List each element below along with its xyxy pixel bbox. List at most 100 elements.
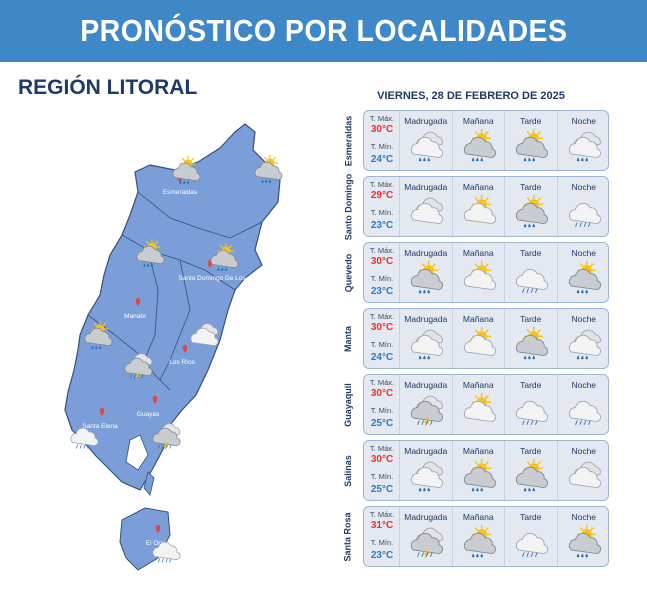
- partly-cloudy-rain-icon: [210, 242, 239, 271]
- period-label: Tarde: [520, 512, 542, 522]
- thunderstorm-icon: [410, 395, 443, 428]
- forecast-box: T. Máx. 30°C T. Mín. 25°C Madrugada Mañana Tar…: [363, 374, 609, 435]
- map-city-label: Manabí: [124, 313, 146, 320]
- partly-cloudy-rain-icon: [515, 194, 548, 228]
- forecast-box: T. Máx. 30°C T. Mín. 24°C Madrugada Mañana Tar…: [363, 110, 609, 171]
- period-column: Madrugada: [400, 507, 453, 566]
- location-name-box: Esmeraldas: [333, 110, 363, 171]
- thunderstorm-icon: [152, 423, 181, 451]
- tmax-value: 30°C: [370, 256, 394, 267]
- location-name: Quevedo: [343, 253, 354, 292]
- period-label: Mañana: [462, 380, 494, 390]
- cloud-rain-icon: [568, 400, 601, 425]
- period-label: Madrugada: [404, 248, 448, 258]
- period-column: Mañana: [453, 375, 505, 434]
- location-card: Santa Rosa T. Máx. 31°C T. Mín. 23°C Madrugad…: [333, 506, 609, 567]
- tmin-value: 25°C: [370, 418, 394, 429]
- map-pin-icon: [155, 525, 161, 533]
- tmin-label: T. Mín.: [370, 208, 394, 217]
- period-label: Noche: [571, 446, 597, 456]
- location-name: Santa Rosa: [343, 511, 353, 562]
- period-column: Tarde: [505, 441, 558, 500]
- cloudy-icon: [190, 323, 219, 346]
- tmin-value: 25°C: [370, 484, 394, 495]
- cloud-rain-icon: [515, 532, 548, 557]
- period-column: Mañana: [453, 441, 505, 500]
- cloudy-rain-icon: [568, 329, 601, 360]
- period-label: Mañana: [462, 446, 494, 456]
- period-column: Madrugada: [400, 309, 453, 368]
- tmax-label: T. Máx.: [369, 312, 395, 321]
- partly-cloudy-rain-icon: [463, 128, 496, 162]
- period-label: Madrugada: [404, 116, 448, 126]
- period-column: Noche: [558, 375, 611, 434]
- period-column: Tarde: [505, 375, 558, 434]
- partly-cloudy-rain-icon: [410, 260, 443, 294]
- map-pin-icon: [152, 396, 158, 404]
- cloudy-icon: [568, 461, 601, 488]
- period-label: Mañana: [462, 182, 494, 192]
- location-card: Manta T. Máx. 30°C T. Mín. 24°C Madrugada Maña…: [333, 308, 609, 369]
- partly-cloudy-icon: [463, 326, 496, 356]
- map-pin-icon: [99, 408, 105, 416]
- tmin-label: T. Mín.: [370, 472, 394, 481]
- tmin-value: 23°C: [370, 286, 394, 297]
- period-label: Tarde: [520, 248, 542, 258]
- partly-cloudy-rain-icon: [515, 326, 548, 360]
- location-name-box: Salinas: [333, 440, 363, 501]
- temperature-column: T. Máx. 30°C T. Mín. 25°C: [364, 375, 400, 434]
- period-column: Noche: [558, 243, 611, 302]
- period-label: Madrugada: [404, 380, 448, 390]
- period-column: Noche: [558, 441, 611, 500]
- map-pin-icon: [182, 345, 188, 353]
- partly-cloudy-rain-icon: [515, 458, 548, 492]
- location-name: Santo Domingo: [343, 173, 353, 240]
- location-name: Manta: [342, 325, 353, 352]
- period-label: Noche: [571, 248, 597, 258]
- period-column: Tarde: [505, 507, 558, 566]
- tmin-label: T. Mín.: [370, 142, 394, 151]
- location-name-box: Santa Rosa: [333, 506, 363, 567]
- period-column: Mañana: [453, 507, 505, 566]
- partly-cloudy-rain-icon: [515, 128, 548, 162]
- thunderstorm-icon: [124, 353, 153, 381]
- page-header: PRONÓSTICO POR LOCALIDADES: [0, 0, 647, 62]
- partly-cloudy-rain-icon: [136, 238, 165, 267]
- period-column: Madrugada: [400, 177, 453, 236]
- cloud-rain-icon: [70, 427, 99, 449]
- period-column: Tarde: [505, 111, 558, 170]
- temperature-column: T. Máx. 30°C T. Mín. 23°C: [364, 243, 400, 302]
- tmax-label: T. Máx.: [369, 114, 395, 123]
- tmin-value: 24°C: [370, 154, 394, 165]
- partly-cloudy-rain-icon: [254, 154, 283, 183]
- period-column: Madrugada: [400, 441, 453, 500]
- partly-cloudy-rain-icon: [84, 320, 113, 349]
- map-city-label: Los Ríos: [169, 359, 195, 366]
- tmin-label: T. Mín.: [370, 340, 394, 349]
- period-label: Madrugada: [404, 182, 448, 192]
- map-pin-icon: [135, 298, 141, 306]
- period-column: Tarde: [505, 243, 558, 302]
- period-column: Mañana: [453, 111, 505, 170]
- cloudy-rain-icon: [410, 461, 443, 492]
- cloudy-rain-icon: [568, 131, 601, 162]
- period-label: Noche: [571, 116, 597, 126]
- temperature-column: T. Máx. 30°C T. Mín. 25°C: [364, 441, 400, 500]
- forecast-box: T. Máx. 30°C T. Mín. 25°C Madrugada Mañana Tar…: [363, 440, 609, 501]
- period-label: Madrugada: [404, 314, 448, 324]
- period-label: Tarde: [520, 446, 542, 456]
- forecast-box: T. Máx. 31°C T. Mín. 23°C Madrugada Mañana Tar…: [363, 506, 609, 567]
- period-column: Madrugada: [400, 243, 453, 302]
- period-label: Tarde: [520, 116, 542, 126]
- cloudy-rain-icon: [410, 131, 443, 162]
- map-border-lines: [87, 191, 263, 391]
- period-column: Mañana: [453, 177, 505, 236]
- location-name: Guayaquil: [343, 382, 354, 427]
- period-label: Tarde: [520, 182, 542, 192]
- period-column: Mañana: [453, 309, 505, 368]
- location-name-box: Quevedo: [333, 242, 363, 303]
- gulf-water: [125, 434, 149, 471]
- tmax-value: 30°C: [370, 388, 394, 399]
- period-label: Noche: [571, 380, 597, 390]
- tmax-value: 30°C: [370, 124, 394, 135]
